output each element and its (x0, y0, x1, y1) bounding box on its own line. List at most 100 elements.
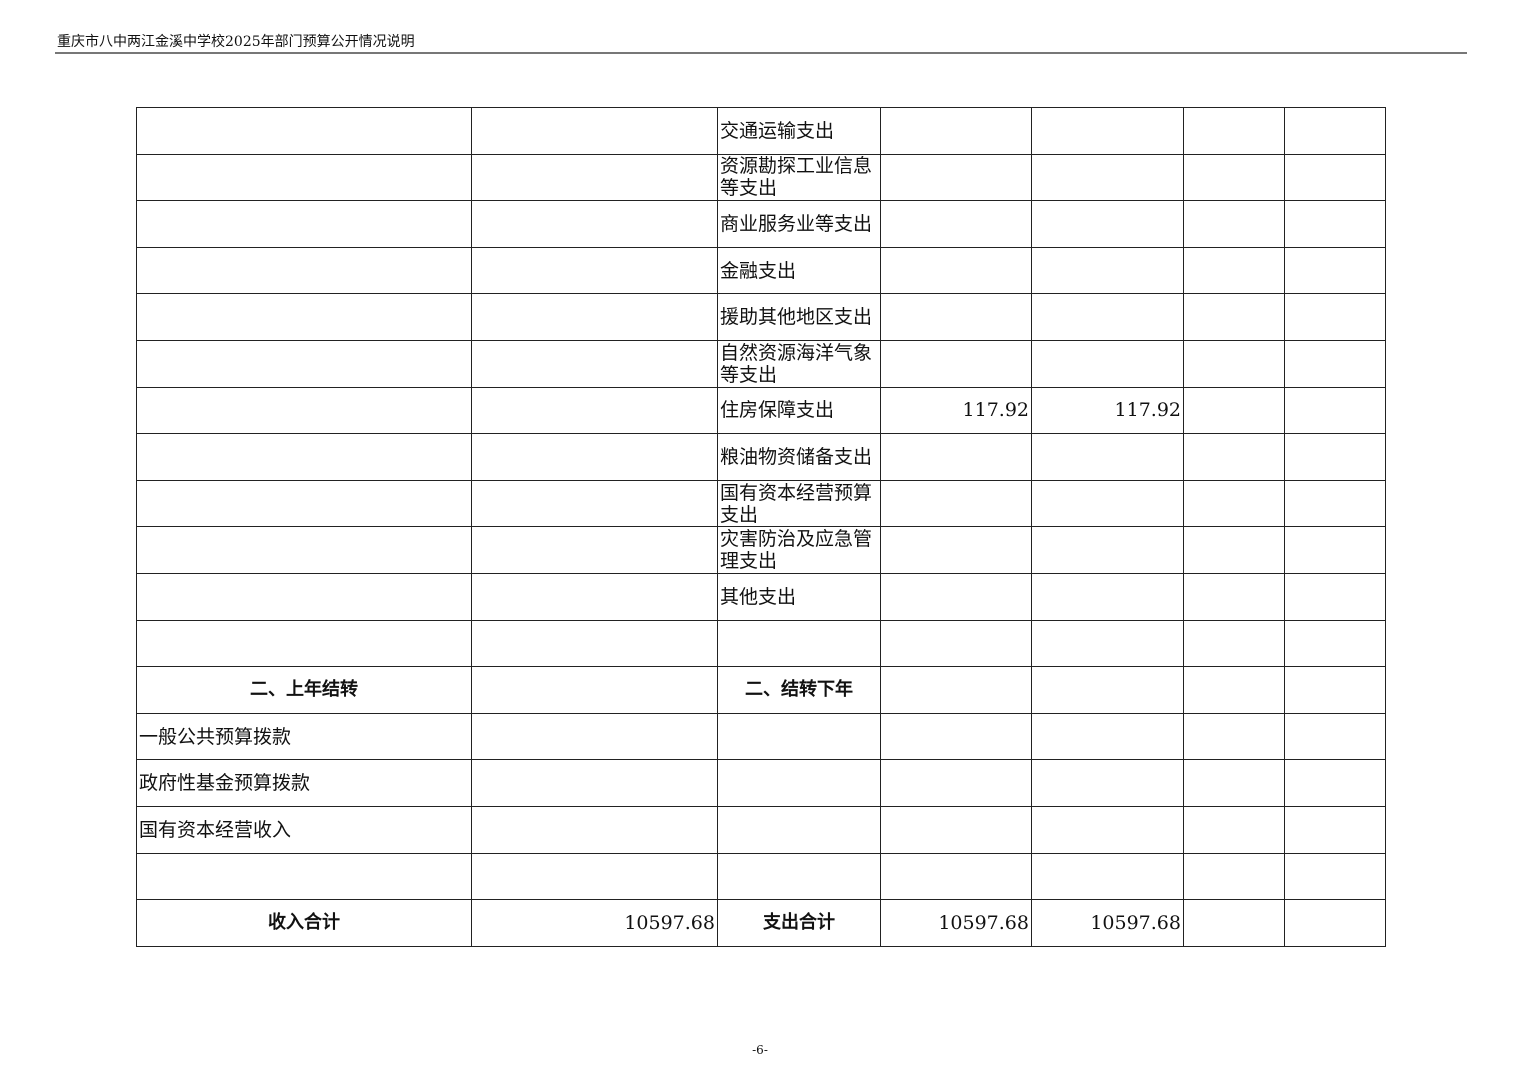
table-cell (880, 479, 1032, 528)
table-cell (1284, 572, 1386, 621)
table-cell (1284, 200, 1386, 248)
table-row: 国有资本经营预算支出 (136, 479, 1386, 528)
table-row: 二、上年结转 二、结转下年 (136, 666, 1386, 714)
table-cell (880, 107, 1032, 155)
table-cell (471, 107, 718, 155)
table-cell (880, 759, 1032, 807)
table-cell (1183, 386, 1285, 435)
table-row: 资源勘探工业信息等支出 (136, 153, 1386, 202)
table-cell (1031, 666, 1184, 714)
table-cell (136, 293, 472, 341)
table-cell (471, 246, 718, 295)
table-cell (1183, 572, 1285, 621)
table-cell (1284, 619, 1386, 668)
table-cell (880, 526, 1032, 574)
table-cell (136, 339, 472, 388)
table-cell (880, 852, 1032, 901)
table-cell: 10597.68 (1031, 899, 1184, 947)
table-cell (1031, 619, 1184, 668)
table-cell: 收入合计 (136, 899, 472, 947)
table-row: 政府性基金预算拨款 (136, 759, 1386, 807)
table-row: 收入合计 10597.68 支出合计 10597.68 10597.68 (136, 899, 1386, 947)
table-row: 商业服务业等支出 (136, 200, 1386, 248)
table-cell (1183, 200, 1285, 248)
table-cell (1031, 479, 1184, 528)
table-cell (1031, 293, 1184, 341)
table-cell (1031, 433, 1184, 481)
table-cell (1183, 712, 1285, 761)
table-cell (471, 572, 718, 621)
page-number: -6- (752, 1043, 768, 1057)
table-cell (1284, 293, 1386, 341)
table-cell (136, 852, 472, 901)
table-cell (1031, 107, 1184, 155)
table-cell (1183, 339, 1285, 388)
table-cell (471, 759, 718, 807)
table-cell (1183, 526, 1285, 574)
table-cell (471, 200, 718, 248)
table-row: 其他支出 (136, 572, 1386, 621)
table-cell (1284, 107, 1386, 155)
table-cell (717, 712, 881, 761)
table-cell (1183, 666, 1285, 714)
table-cell (471, 386, 718, 435)
table-cell (1183, 246, 1285, 295)
document-header-title: 重庆市八中两江金溪中学校2025年部门预算公开情况说明 (57, 34, 415, 50)
table-cell (1031, 153, 1184, 202)
table-cell (136, 386, 472, 435)
table-cell (136, 619, 472, 668)
table-cell: 国有资本经营预算支出 (717, 479, 881, 528)
table-cell (880, 572, 1032, 621)
table-row: 灾害防治及应急管理支出 (136, 526, 1386, 574)
table-cell (136, 246, 472, 295)
table-row: 援助其他地区支出 (136, 293, 1386, 341)
table-cell: 商业服务业等支出 (717, 200, 881, 248)
table-cell (1284, 666, 1386, 714)
table-cell: 政府性基金预算拨款 (136, 759, 472, 807)
table-row (136, 852, 1386, 901)
table-cell (1284, 339, 1386, 388)
table-cell: 灾害防治及应急管理支出 (717, 526, 881, 574)
table-cell (1284, 759, 1386, 807)
table-cell (471, 619, 718, 668)
table-cell: 援助其他地区支出 (717, 293, 881, 341)
table-cell (136, 107, 472, 155)
table-cell: 10597.68 (471, 899, 718, 947)
table-cell (880, 153, 1032, 202)
table-cell: 支出合计 (717, 899, 881, 947)
table-cell (880, 293, 1032, 341)
table-cell (136, 572, 472, 621)
table-cell (471, 712, 718, 761)
table-cell (1183, 153, 1285, 202)
table-cell (880, 200, 1032, 248)
table-cell: 其他支出 (717, 572, 881, 621)
table-cell (1183, 805, 1285, 854)
table-cell (471, 805, 718, 854)
table-cell (136, 200, 472, 248)
table-cell (880, 433, 1032, 481)
table-cell (471, 293, 718, 341)
table-cell: 资源勘探工业信息等支出 (717, 153, 881, 202)
table-cell (1183, 293, 1285, 341)
table-cell (1183, 899, 1285, 947)
header-divider (55, 52, 1467, 54)
table-cell: 住房保障支出 (717, 386, 881, 435)
table-cell (1284, 805, 1386, 854)
table-cell (471, 852, 718, 901)
table-cell (1284, 153, 1386, 202)
table-cell: 金融支出 (717, 246, 881, 295)
table-cell: 自然资源海洋气象等支出 (717, 339, 881, 388)
table-cell (471, 479, 718, 528)
table-cell (880, 712, 1032, 761)
budget-table: 交通运输支出 资源勘探工业信息等支出 商业服务业等支出 金融支出 援助其他地区支出 自然资… (136, 107, 1386, 947)
table-cell: 117.92 (1031, 386, 1184, 435)
table-cell (880, 339, 1032, 388)
table-cell (1284, 526, 1386, 574)
table-cell: 一般公共预算拨款 (136, 712, 472, 761)
table-cell (1031, 339, 1184, 388)
table-cell (1031, 852, 1184, 901)
table-cell (1031, 572, 1184, 621)
table-cell: 10597.68 (880, 899, 1032, 947)
table-cell: 国有资本经营收入 (136, 805, 472, 854)
table-cell (880, 246, 1032, 295)
